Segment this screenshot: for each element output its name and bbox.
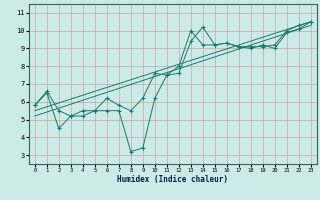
X-axis label: Humidex (Indice chaleur): Humidex (Indice chaleur) bbox=[117, 175, 228, 184]
